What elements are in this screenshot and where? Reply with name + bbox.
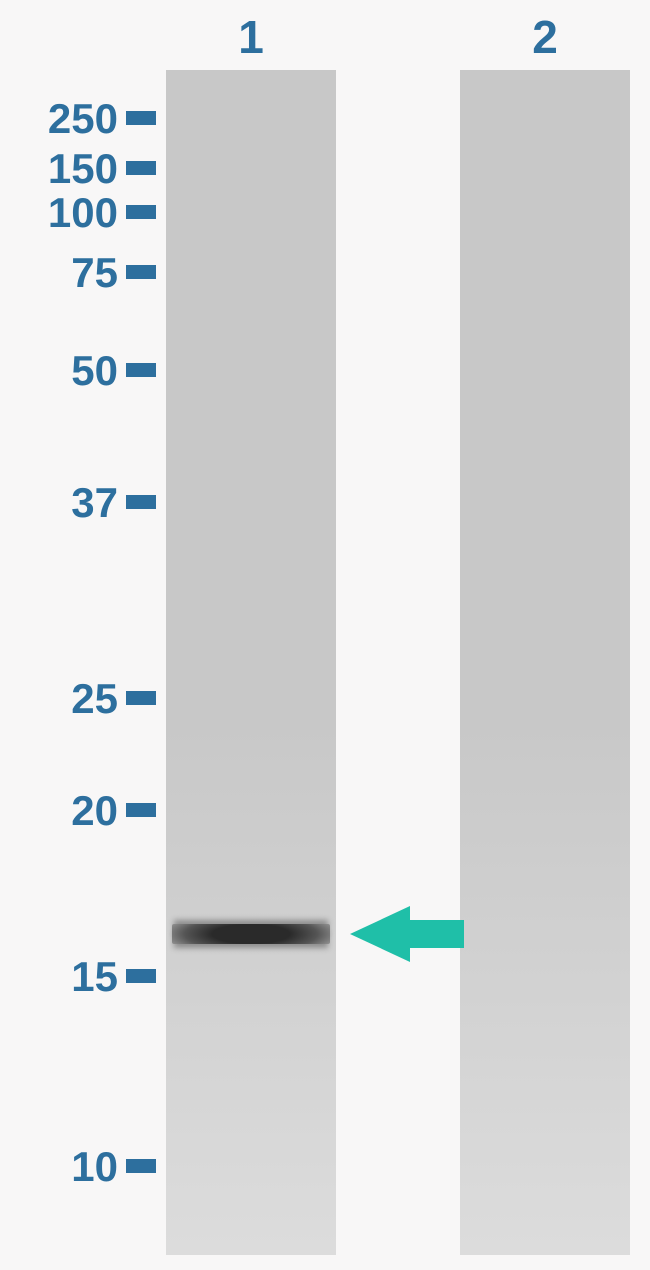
ladder-tick-25 (126, 691, 156, 705)
ladder-tick-150 (126, 161, 156, 175)
ladder-tick-250 (126, 111, 156, 125)
arrow-shaft (410, 920, 464, 948)
ladder-tick-100 (126, 205, 156, 219)
ladder-label-15: 15 (71, 953, 118, 1001)
lane-2 (460, 70, 630, 1255)
ladder-label-10: 10 (71, 1143, 118, 1191)
arrow-head-icon (350, 906, 410, 962)
band-indicator-arrow (350, 906, 464, 962)
ladder-tick-10 (126, 1159, 156, 1173)
ladder-tick-20 (126, 803, 156, 817)
ladder-label-150: 150 (48, 145, 118, 193)
ladder-label-100: 100 (48, 189, 118, 237)
ladder-tick-15 (126, 969, 156, 983)
ladder-label-20: 20 (71, 787, 118, 835)
ladder-label-50: 50 (71, 347, 118, 395)
ladder-tick-75 (126, 265, 156, 279)
lane-2-header: 2 (460, 10, 630, 64)
lane-1 (166, 70, 336, 1255)
protein-band (172, 924, 330, 944)
ladder-tick-37 (126, 495, 156, 509)
ladder-label-250: 250 (48, 95, 118, 143)
ladder-label-25: 25 (71, 675, 118, 723)
ladder-tick-50 (126, 363, 156, 377)
ladder-label-75: 75 (71, 249, 118, 297)
ladder-label-37: 37 (71, 479, 118, 527)
lane-1-header: 1 (166, 10, 336, 64)
